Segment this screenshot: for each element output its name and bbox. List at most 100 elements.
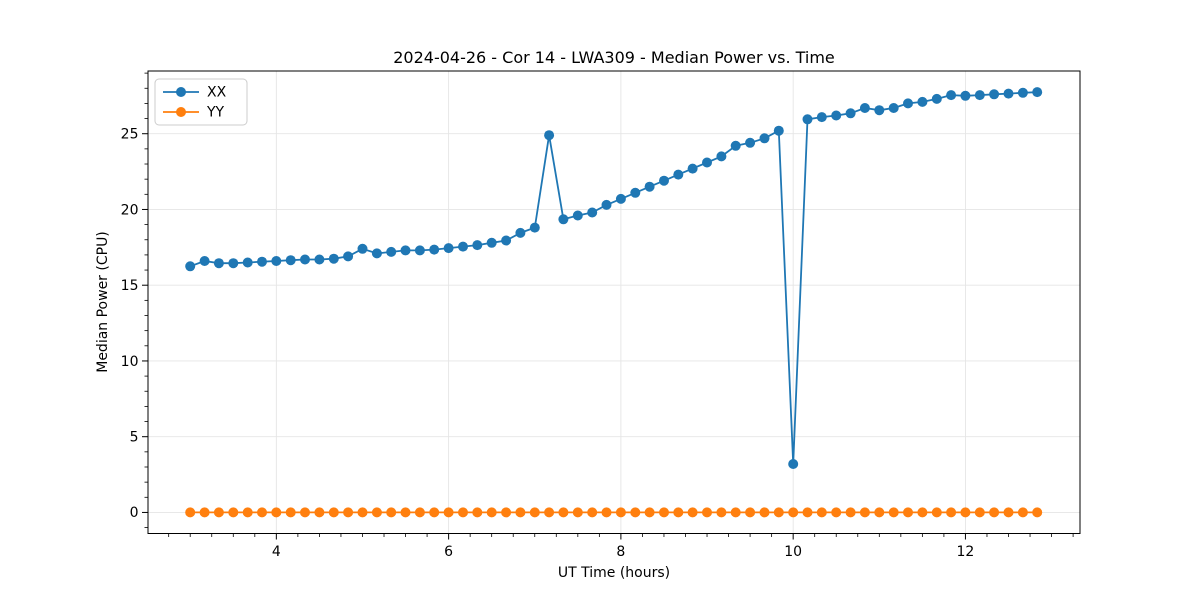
data-point <box>414 245 425 256</box>
y-tick-label: 15 <box>121 278 139 294</box>
data-point <box>213 258 224 269</box>
data-point <box>644 507 655 518</box>
y-tick-label: 25 <box>121 127 139 143</box>
data-point <box>458 241 468 252</box>
data-point <box>745 507 756 518</box>
plot-border <box>147 70 1081 534</box>
data-point <box>601 507 612 518</box>
data-point <box>615 193 626 204</box>
data-point <box>831 507 842 518</box>
axis-ticks <box>142 72 1074 540</box>
data-point <box>1003 507 1014 518</box>
y-tick-label: 5 <box>130 429 139 445</box>
legend-marker-xx-icon <box>176 87 186 97</box>
data-point <box>199 256 210 266</box>
data-point <box>601 199 612 210</box>
data-point <box>400 245 411 256</box>
data-point <box>328 253 339 264</box>
legend: XX YY <box>154 78 248 126</box>
data-point <box>501 235 512 246</box>
data-point <box>946 90 957 101</box>
data-point <box>845 108 856 119</box>
data-point <box>472 507 483 518</box>
y-tick-label: 0 <box>130 505 139 521</box>
data-point <box>730 507 741 518</box>
data-point <box>371 248 382 259</box>
data-point <box>314 507 325 518</box>
data-point <box>199 507 210 518</box>
data-point <box>831 110 842 121</box>
data-point <box>228 258 239 269</box>
x-tick-label: 8 <box>616 544 625 560</box>
data-point <box>429 244 440 255</box>
data-point <box>1017 87 1028 98</box>
y-axis-label: Median Power (CPU) <box>95 231 111 373</box>
data-point <box>917 507 928 518</box>
x-axis-label: UT Time (hours) <box>558 565 670 581</box>
data-point <box>515 507 526 518</box>
data-point <box>300 507 310 518</box>
data-point <box>845 507 856 518</box>
data-point <box>558 214 569 225</box>
data-point <box>486 507 497 518</box>
data-point <box>515 227 526 238</box>
data-point <box>773 125 784 136</box>
data-point <box>644 181 655 192</box>
data-point <box>1032 507 1043 518</box>
series-yy <box>185 507 1043 518</box>
data-point <box>285 255 296 266</box>
data-point <box>816 112 827 123</box>
data-point <box>673 507 684 518</box>
data-point <box>931 507 942 518</box>
data-point <box>903 507 913 518</box>
data-point <box>386 246 397 257</box>
data-point <box>1003 88 1014 99</box>
data-point <box>630 507 641 518</box>
data-point <box>572 507 583 518</box>
data-point <box>572 210 583 221</box>
data-point <box>989 89 1000 100</box>
data-point <box>328 507 339 518</box>
data-point <box>285 507 296 518</box>
data-point <box>486 237 497 248</box>
data-point <box>673 169 684 180</box>
data-point <box>687 163 698 174</box>
data-point <box>544 130 555 141</box>
data-point <box>615 507 626 518</box>
data-point <box>702 507 712 518</box>
x-tick-label: 10 <box>784 544 802 560</box>
data-point <box>213 507 224 518</box>
data-point <box>989 507 1000 518</box>
data-point <box>472 240 483 251</box>
data-point <box>859 507 870 518</box>
data-point <box>228 507 239 518</box>
data-point <box>630 187 641 198</box>
series-line <box>189 91 1039 465</box>
data-point <box>1017 507 1028 518</box>
data-point <box>271 256 282 266</box>
tick-labels: 4 6 8 10 12 0 5 10 15 20 25 <box>121 127 975 560</box>
data-point <box>314 254 325 265</box>
data-point <box>443 243 454 254</box>
data-point <box>759 133 770 144</box>
data-point <box>903 98 913 109</box>
data-point <box>458 507 468 518</box>
data-point <box>960 90 971 101</box>
data-point <box>687 507 698 518</box>
data-point <box>558 507 569 518</box>
x-tick-label: 6 <box>444 544 453 560</box>
data-point <box>257 507 267 518</box>
data-point <box>802 114 813 125</box>
data-point <box>357 507 368 518</box>
data-point <box>974 507 985 518</box>
data-point <box>429 507 440 518</box>
data-point <box>788 507 799 518</box>
data-point <box>185 261 196 272</box>
data-point <box>946 507 957 518</box>
data-point <box>659 175 669 186</box>
data-point <box>730 140 741 151</box>
data-point <box>386 507 397 518</box>
data-point <box>242 507 253 518</box>
data-point <box>859 103 870 113</box>
